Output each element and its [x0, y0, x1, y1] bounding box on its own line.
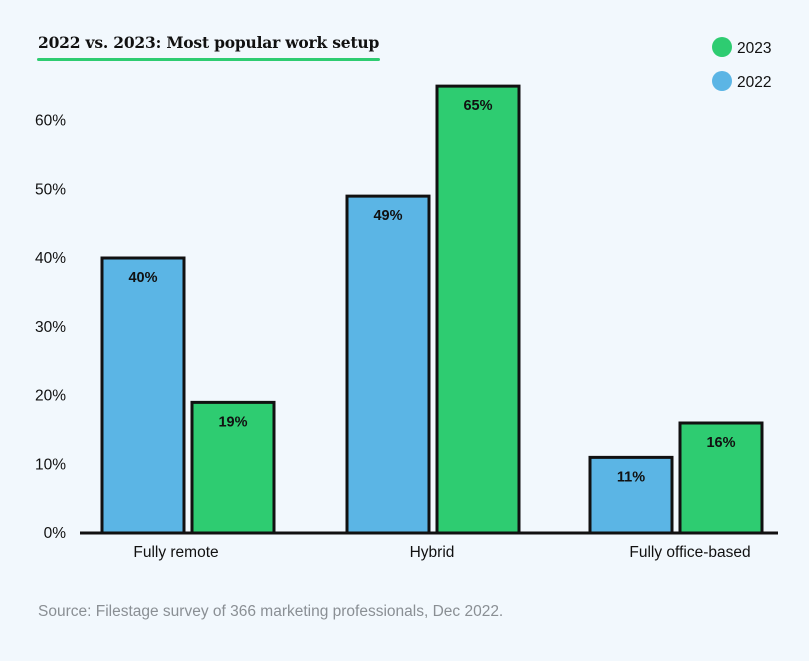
bar-value-label: 65%: [463, 98, 492, 114]
bar-2023-1: [435, 84, 521, 535]
source-note: Source: Filestage survey of 366 marketin…: [38, 603, 504, 620]
x-category-label: Hybrid: [410, 544, 455, 561]
bar-value-label: 19%: [218, 414, 247, 430]
bar-value-label: 49%: [373, 208, 402, 224]
bar-value-label: 16%: [706, 435, 735, 451]
bar-2023-0: [190, 400, 276, 535]
y-tick-label: 60%: [35, 113, 66, 130]
bar-2022-1: [345, 194, 431, 535]
bar-value-label: 40%: [128, 270, 157, 286]
y-tick-label: 40%: [35, 250, 66, 267]
bar-2023-2: [678, 421, 764, 535]
bar-value-label: 11%: [617, 469, 645, 485]
bar-2022-2: [588, 455, 674, 535]
y-tick-label: 20%: [35, 388, 66, 405]
legend-swatch-2022: [712, 71, 732, 91]
bar-2022-0: [100, 256, 186, 535]
x-category-label: Fully office-based: [629, 544, 750, 561]
legend-label-2023: 2023: [737, 40, 771, 57]
title-underline: [37, 58, 380, 61]
y-tick-label: 50%: [35, 181, 66, 198]
y-tick-label: 10%: [35, 456, 66, 473]
y-tick-label: 30%: [35, 319, 66, 336]
legend-label-2022: 2022: [737, 74, 771, 91]
legend-swatch-2023: [712, 37, 732, 57]
x-category-label: Fully remote: [133, 544, 218, 561]
y-tick-label: 0%: [44, 525, 67, 542]
chart-title: 2022 vs. 2023: Most popular work setup: [38, 33, 380, 52]
